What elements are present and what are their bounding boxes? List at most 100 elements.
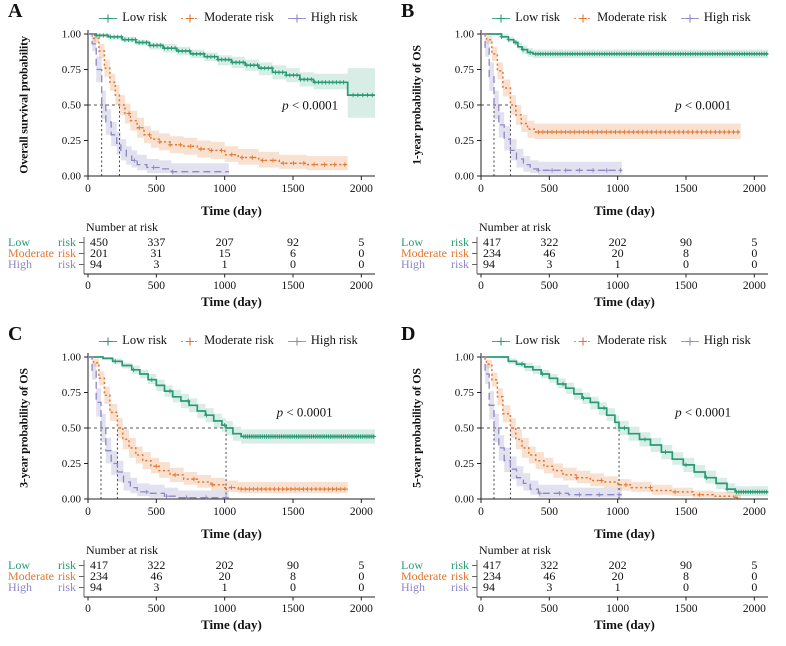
svg-text:3: 3 xyxy=(546,580,552,594)
svg-text:2000: 2000 xyxy=(743,506,766,518)
svg-text:1.00: 1.00 xyxy=(62,352,82,364)
low-risk-marker-icon xyxy=(492,14,511,23)
svg-text:risk: risk xyxy=(58,580,76,594)
svg-text:5: 5 xyxy=(751,558,757,572)
svg-text:risk: risk xyxy=(58,569,76,583)
svg-text:0.00: 0.00 xyxy=(62,171,82,183)
svg-text:0.00: 0.00 xyxy=(62,494,82,506)
moderate-risk-marker-icon xyxy=(574,14,593,23)
svg-text:0.25: 0.25 xyxy=(455,135,475,147)
svg-text:322: 322 xyxy=(540,235,558,249)
svg-text:0.50: 0.50 xyxy=(455,423,475,435)
svg-text:3: 3 xyxy=(546,257,552,271)
svg-text:0.75: 0.75 xyxy=(62,387,82,399)
svg-text:2000: 2000 xyxy=(350,506,373,518)
svg-text:0: 0 xyxy=(751,257,757,271)
svg-text:1500: 1500 xyxy=(675,280,698,292)
svg-text:High: High xyxy=(401,257,425,271)
legend-item-low-risk: Low risk xyxy=(491,333,560,348)
panel-label: D xyxy=(401,323,416,345)
svg-text:234: 234 xyxy=(483,246,501,260)
svg-text:0: 0 xyxy=(478,280,484,292)
moderate-risk-marker-icon xyxy=(181,337,200,346)
svg-text:0: 0 xyxy=(358,257,364,271)
low-risk-marker-icon xyxy=(492,337,511,346)
svg-text:500: 500 xyxy=(541,603,559,615)
number-at-risk-title: Number at risk xyxy=(479,543,551,557)
svg-text:417: 417 xyxy=(90,558,108,572)
svg-text:6: 6 xyxy=(290,246,296,260)
legend-label: High risk xyxy=(310,333,358,347)
svg-text:0.75: 0.75 xyxy=(455,64,475,76)
legend-item-low-risk: Low risk xyxy=(491,10,560,25)
km-plot: 1.00 0.75 0.50 0.25 0.000 500 1000 1500 2000 p < … xyxy=(455,352,769,518)
svg-text:p < 0.0001: p < 0.0001 xyxy=(281,97,338,112)
svg-text:0: 0 xyxy=(85,280,91,292)
svg-text:0.50: 0.50 xyxy=(62,423,82,435)
legend: Low risk Moderate risk High risk xyxy=(78,0,378,26)
svg-text:0.75: 0.75 xyxy=(455,387,475,399)
svg-text:0.50: 0.50 xyxy=(455,100,475,112)
x-axis-title-bottom: Time (day) xyxy=(594,294,655,309)
legend-label: Moderate risk xyxy=(597,333,667,347)
svg-text:1500: 1500 xyxy=(282,280,305,292)
svg-text:risk: risk xyxy=(451,257,469,271)
svg-text:1000: 1000 xyxy=(606,280,629,292)
svg-text:risk: risk xyxy=(451,580,469,594)
svg-text:94: 94 xyxy=(483,257,495,271)
svg-text:337: 337 xyxy=(147,235,165,249)
legend-item-moderate-risk: Moderate risk xyxy=(180,333,274,348)
svg-text:p < 0.0001: p < 0.0001 xyxy=(674,97,731,112)
panel-a: A Low risk Moderate risk High risk 1.00 0… xyxy=(0,0,393,323)
svg-text:2000: 2000 xyxy=(350,183,373,195)
legend: Low risk Moderate risk High risk xyxy=(471,0,771,26)
svg-text:201: 201 xyxy=(90,246,108,260)
legend-label: Moderate risk xyxy=(204,10,274,24)
svg-text:8: 8 xyxy=(683,569,689,583)
svg-text:Low: Low xyxy=(8,558,30,572)
svg-text:0.25: 0.25 xyxy=(455,458,475,470)
svg-text:450: 450 xyxy=(90,235,108,249)
svg-text:risk: risk xyxy=(451,246,469,260)
svg-text:46: 46 xyxy=(150,569,162,583)
svg-text:1: 1 xyxy=(222,257,228,271)
svg-text:15: 15 xyxy=(219,246,231,260)
svg-text:1000: 1000 xyxy=(606,506,629,518)
moderate-risk-marker-icon xyxy=(574,337,593,346)
panel-d-header: D Low risk Moderate risk High risk xyxy=(393,323,786,349)
svg-text:0: 0 xyxy=(478,183,484,195)
plot-area: 1.00 0.75 0.50 0.25 0.00 0 500 1000 1500 2000 p < … xyxy=(0,349,393,525)
svg-text:0: 0 xyxy=(683,580,689,594)
svg-text:202: 202 xyxy=(609,558,627,572)
svg-text:Low: Low xyxy=(401,235,423,249)
svg-text:0: 0 xyxy=(751,246,757,260)
svg-text:risk: risk xyxy=(451,569,469,583)
svg-text:Moderate: Moderate xyxy=(8,246,54,260)
svg-text:p < 0.0001: p < 0.0001 xyxy=(674,405,731,420)
svg-text:1000: 1000 xyxy=(213,280,236,292)
y-axis-title: 5-year probability of OS xyxy=(409,368,424,488)
moderate-risk-marker-icon xyxy=(181,14,200,23)
legend-item-high-risk: High risk xyxy=(680,10,751,25)
legend-item-moderate-risk: Moderate risk xyxy=(180,10,274,25)
legend-item-high-risk: High risk xyxy=(680,333,751,348)
svg-text:202: 202 xyxy=(609,235,627,249)
svg-text:risk: risk xyxy=(58,235,76,249)
svg-text:risk: risk xyxy=(451,558,469,572)
legend-label: Moderate risk xyxy=(204,333,274,347)
legend: Low risk Moderate risk High risk xyxy=(78,323,378,349)
svg-text:1000: 1000 xyxy=(213,506,236,518)
legend-item-low-risk: Low risk xyxy=(98,333,167,348)
panel-label: A xyxy=(8,0,23,22)
svg-text:Low: Low xyxy=(401,558,423,572)
svg-text:Moderate: Moderate xyxy=(8,569,54,583)
svg-text:20: 20 xyxy=(612,569,624,583)
svg-text:322: 322 xyxy=(540,558,558,572)
svg-text:0.25: 0.25 xyxy=(62,135,82,147)
svg-text:8: 8 xyxy=(683,246,689,260)
svg-text:0: 0 xyxy=(683,257,689,271)
svg-text:1: 1 xyxy=(615,580,621,594)
svg-text:1500: 1500 xyxy=(282,506,305,518)
